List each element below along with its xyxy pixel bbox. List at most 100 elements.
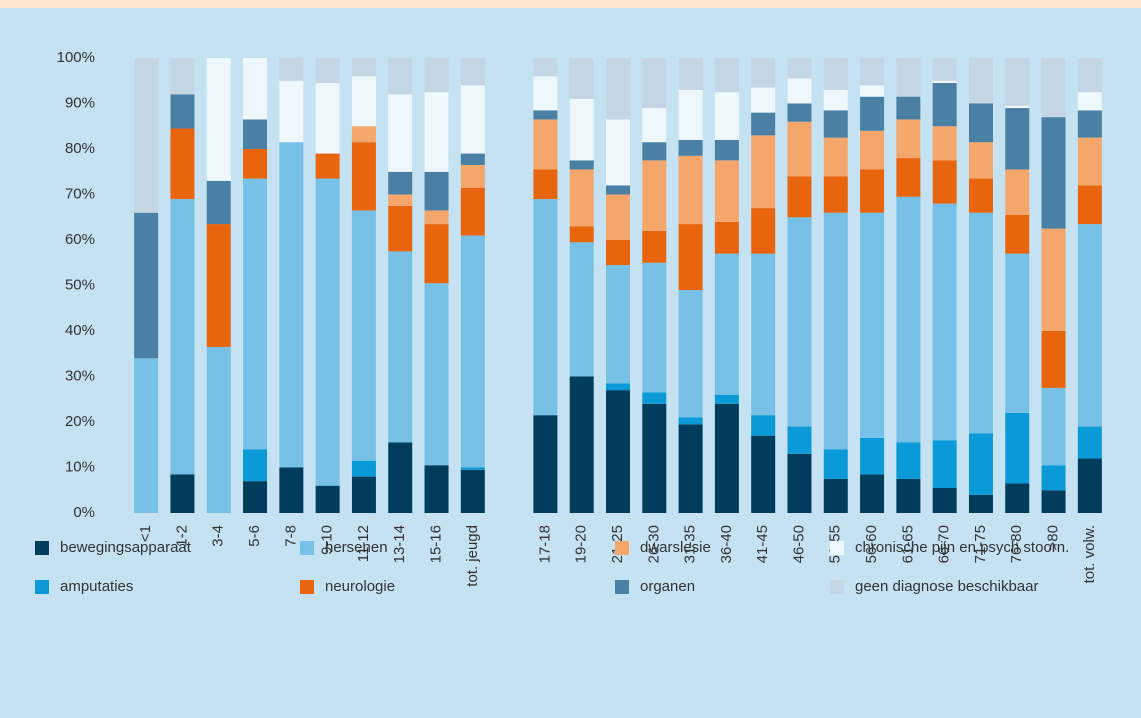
bar-segment xyxy=(932,126,957,161)
bar-segment xyxy=(1077,426,1102,459)
y-tick-label: 40% xyxy=(65,322,95,339)
y-tick-label: 50% xyxy=(65,276,95,293)
bar-segment xyxy=(424,92,449,172)
bar-segment xyxy=(1077,110,1102,138)
bar-segment xyxy=(932,440,957,488)
bar-segment xyxy=(606,390,630,513)
bar-segment xyxy=(860,96,885,131)
x-tick-label: tot. volw. xyxy=(1081,525,1098,583)
bar-segment xyxy=(787,217,812,427)
bar-segment xyxy=(351,142,376,211)
bar-segment xyxy=(1005,214,1030,254)
bar-segment xyxy=(315,83,340,154)
bar-segment xyxy=(1005,105,1030,109)
bar-segment xyxy=(1041,58,1066,118)
x-tick-label: <1 xyxy=(137,525,154,542)
bar-segment xyxy=(823,449,848,479)
bar-segment xyxy=(1041,331,1066,388)
bar-segment xyxy=(388,58,413,95)
bar-segment xyxy=(533,110,558,120)
bar-segment xyxy=(823,89,848,111)
bar-segment xyxy=(279,80,304,143)
bar-segment xyxy=(678,155,703,225)
bar-segment xyxy=(860,58,885,86)
bar-segment xyxy=(896,158,921,197)
x-tick-label: 5-6 xyxy=(246,525,263,547)
bar-segment xyxy=(714,221,739,254)
bar-segment xyxy=(968,142,993,179)
bar-segment xyxy=(823,58,848,90)
bar-segment xyxy=(460,235,485,468)
bar-segment xyxy=(932,80,957,84)
bar-segment xyxy=(388,171,413,195)
x-tick-label: 61-65 xyxy=(899,525,916,563)
bar-segment xyxy=(678,290,703,418)
bar-segment xyxy=(787,176,812,218)
bar-segment xyxy=(896,196,921,443)
y-tick-label: 100% xyxy=(57,49,95,66)
bar-segment xyxy=(714,403,739,513)
bar-segment xyxy=(787,103,812,122)
bar-segment xyxy=(896,58,921,97)
bar-segment xyxy=(932,203,957,441)
legend-label: bewegingsapparaat xyxy=(60,539,192,556)
bar-segment xyxy=(533,199,558,416)
bar-segment xyxy=(460,164,485,188)
bar-segment xyxy=(134,358,159,513)
legend-swatch xyxy=(35,580,49,594)
bar-segment xyxy=(896,478,921,513)
bar-segment xyxy=(606,383,630,391)
bar-segment xyxy=(678,58,703,90)
bar-segment xyxy=(243,119,268,149)
bar-segment xyxy=(606,240,630,266)
bar-segment xyxy=(388,442,413,513)
legend-swatch xyxy=(830,541,844,555)
bar-segment xyxy=(1077,92,1102,111)
x-tick-label: 13-14 xyxy=(391,525,408,563)
bar-segment xyxy=(388,251,413,443)
x-tick-label: 71-75 xyxy=(972,525,989,563)
bar-segment xyxy=(170,58,195,95)
bar-segment xyxy=(896,442,921,479)
x-tick-label: 9-10 xyxy=(319,525,336,555)
bar-segment xyxy=(279,467,304,513)
bar-segment xyxy=(243,481,268,513)
bar-segment xyxy=(860,130,885,170)
bar-segment xyxy=(751,58,776,88)
bar-segment xyxy=(968,212,993,434)
y-tick-label: 0% xyxy=(73,504,95,521)
bar-segment xyxy=(460,85,485,154)
bar-segment xyxy=(388,194,413,206)
bar-segment xyxy=(206,58,231,181)
bar-segment xyxy=(678,224,703,291)
bar-segment xyxy=(569,98,594,161)
bar-segment xyxy=(678,89,703,140)
bar-segment xyxy=(714,394,739,404)
bar-segment xyxy=(134,58,159,213)
bar-segment xyxy=(170,128,195,200)
bar-segment xyxy=(134,212,159,359)
bar-segment xyxy=(606,194,630,240)
bar-segment xyxy=(787,78,812,104)
bar-segment xyxy=(678,424,703,513)
legend-swatch xyxy=(35,541,49,555)
x-tick-label: 46-50 xyxy=(790,525,807,563)
bar-segment xyxy=(170,94,195,129)
bar-segment xyxy=(606,265,630,384)
y-tick-label: 80% xyxy=(65,140,95,157)
bar-segment xyxy=(932,160,957,204)
bar-segment xyxy=(823,212,848,450)
bar-segment xyxy=(642,160,667,231)
bar-segment xyxy=(896,96,921,120)
x-tick-label: >80 xyxy=(1045,525,1062,550)
bar-segment xyxy=(206,180,231,225)
bar-segment xyxy=(751,208,776,254)
bar-segment xyxy=(1005,253,1030,413)
bar-segment xyxy=(932,487,957,513)
bar-segment xyxy=(606,119,630,186)
bar-segment xyxy=(823,176,848,213)
x-tick-label: 56-60 xyxy=(863,525,880,563)
bar-segment xyxy=(606,185,630,195)
legend-label: organen xyxy=(640,578,695,595)
bar-segment xyxy=(315,153,340,179)
